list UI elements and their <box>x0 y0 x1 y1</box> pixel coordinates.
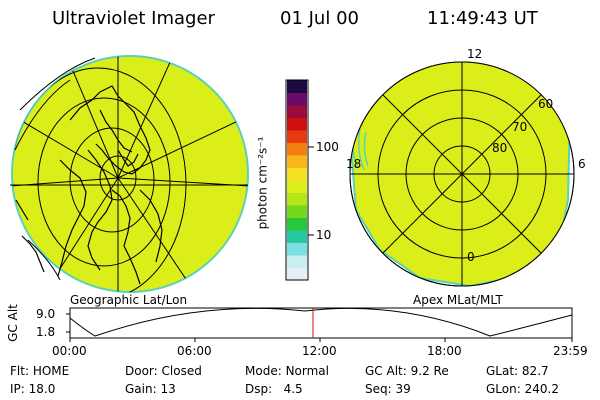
altitude-curve <box>69 307 573 337</box>
colorbar-band <box>287 130 307 143</box>
altitude-plot-frame <box>69 307 573 339</box>
mlt-label-6: 6 <box>578 157 586 171</box>
colorbar-band <box>287 267 307 281</box>
info-flt: Flt: HOME <box>10 364 70 378</box>
colorbar-band <box>287 230 307 243</box>
mlat-label-70: 70 <box>512 120 528 134</box>
colorbar-band <box>287 167 307 181</box>
colorbar-band <box>287 105 307 118</box>
colorbar-band <box>287 205 307 218</box>
colorbar-band <box>287 242 307 256</box>
colorbar-band <box>287 142 307 156</box>
info-mode: Mode: Normal <box>245 364 329 378</box>
info-seq: Seq: 39 <box>365 382 411 396</box>
info-glat: GLat: 82.7 <box>486 364 549 378</box>
mlat-label-60: 60 <box>538 97 554 111</box>
instrument-title: Ultraviolet Imager <box>52 8 215 29</box>
geographic-map <box>10 55 249 293</box>
colorbar-band <box>287 155 307 168</box>
mlat-grid <box>349 61 575 287</box>
colorbar-unit-label: photon cm⁻²s⁻¹ <box>255 136 270 230</box>
altitude-xtick-0: 00:00 <box>52 344 87 358</box>
altitude-plot <box>66 307 573 342</box>
info-door: Door: Closed <box>125 364 202 378</box>
info-dsp: Dsp: 4.5 <box>245 382 303 396</box>
colorbar <box>285 79 314 281</box>
info-ip: IP: 18.0 <box>10 382 56 396</box>
image-time: 11:49:43 UT <box>427 8 538 29</box>
altitude-xtick-2: 12:00 <box>302 344 337 358</box>
colorbar-band <box>287 92 307 106</box>
colorbar-band <box>287 117 307 131</box>
colorbar-band <box>287 255 307 268</box>
colorbar-band <box>287 192 307 206</box>
info-gain: Gain: 13 <box>125 382 176 396</box>
altitude-xtick-1: 06:00 <box>177 344 212 358</box>
mlt-label-0: 0 <box>467 250 475 264</box>
coastlines <box>15 85 163 285</box>
apex-map <box>349 61 575 287</box>
mlt-label-18: 18 <box>346 157 362 171</box>
altitude-xtick-4: 23:59 <box>553 344 588 358</box>
image-date: 01 Jul 00 <box>280 8 359 29</box>
colorbar-band <box>287 80 307 93</box>
colorbar-tick-10: 10 <box>316 228 332 242</box>
altitude-ylabel: GC Alt <box>5 304 20 342</box>
info-glon: GLon: 240.2 <box>486 382 559 396</box>
colorbar-tick-100: 100 <box>316 140 339 154</box>
colorbar-band <box>287 180 307 193</box>
mlat-label-80: 80 <box>492 141 508 155</box>
altitude-xtick-3: 18:00 <box>427 344 462 358</box>
info-gc-alt: GC Alt: 9.2 Re <box>365 364 449 378</box>
colorbar-band <box>287 217 307 231</box>
geographic-map-label: Geographic Lat/Lon <box>70 293 188 307</box>
altitude-ytick-9: 9.0 <box>36 307 56 321</box>
altitude-ytick-1-8: 1.8 <box>36 325 56 339</box>
apex-map-label: Apex MLat/MLT <box>413 293 503 307</box>
mlt-label-12: 12 <box>467 47 483 61</box>
